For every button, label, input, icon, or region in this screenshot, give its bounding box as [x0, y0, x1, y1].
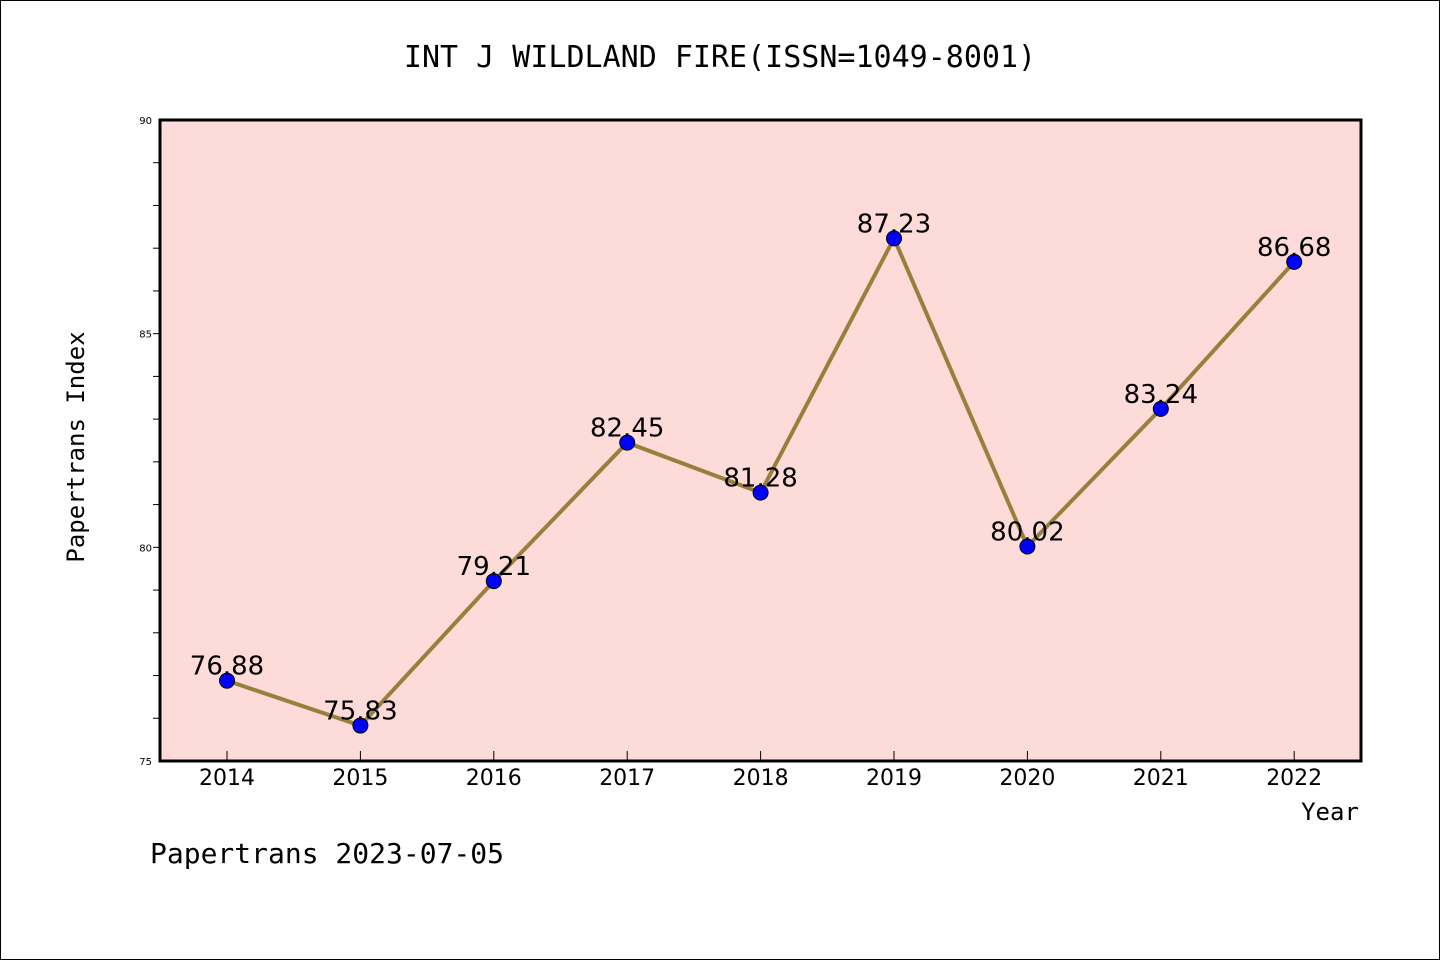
- data-label: 79.21: [457, 552, 531, 582]
- y-tick-label: 90: [139, 116, 152, 127]
- data-point: [1019, 538, 1036, 555]
- data-point: [352, 717, 369, 734]
- data-point: [752, 484, 769, 501]
- data-point: [1286, 253, 1303, 270]
- x-tick-label: 2018: [733, 766, 789, 791]
- data-label: 76.88: [190, 652, 264, 682]
- series-layer: 76.88 75.83 79.21 82.45 81.28 87.23 80.02 83.24…: [190, 209, 1331, 734]
- x-tick-label: 2015: [332, 766, 388, 791]
- data-point: [886, 230, 902, 247]
- data-label: 75.83: [323, 697, 397, 727]
- data-label: 81.28: [723, 464, 797, 494]
- x-tick-label: 2017: [599, 766, 655, 791]
- y-axis-label: Papertrans Index: [62, 331, 90, 562]
- data-label: 87.23: [857, 209, 931, 239]
- y-tick-label: 75: [139, 757, 152, 768]
- plot-area: [160, 120, 1361, 761]
- data-point: [619, 434, 636, 451]
- plot-border: [158, 118, 1363, 763]
- data-point: [485, 573, 502, 590]
- data-label: 83.24: [1124, 380, 1198, 410]
- data-label: 86.68: [1257, 233, 1331, 263]
- x-tick-label: 2021: [1133, 766, 1189, 791]
- x-axis-label: Year: [1301, 798, 1359, 826]
- x-tick-label: 2022: [1266, 766, 1322, 791]
- x-tick-label: 2019: [866, 766, 922, 791]
- data-label: 80.02: [990, 517, 1064, 547]
- x-tick-label: 2020: [999, 766, 1055, 791]
- y-tick-label: 80: [139, 543, 152, 554]
- x-tick-label: 2016: [466, 766, 522, 791]
- chart-title: INT J WILDLAND FIRE(ISSN=1049-8001): [404, 40, 1036, 75]
- footer-text: Papertrans 2023-07-05: [150, 837, 504, 870]
- data-label: 82.45: [590, 414, 664, 444]
- x-tick-label: 2014: [199, 766, 255, 791]
- data-point: [219, 672, 235, 689]
- y-tick-label: 85: [139, 330, 152, 341]
- y-axis: 75 80 85 90: [139, 116, 160, 768]
- data-point: [1152, 400, 1169, 417]
- x-axis: 2014 2015 2016 2017 2018 2019 2020 2021 2022: [199, 751, 1322, 791]
